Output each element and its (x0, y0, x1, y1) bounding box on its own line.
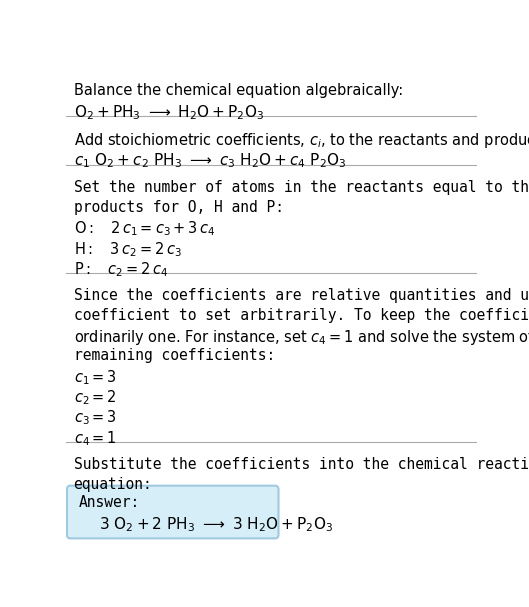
Text: $\mathrm{O_2 + PH_3 \ \longrightarrow \ H_2O + P_2O_3}$: $\mathrm{O_2 + PH_3 \ \longrightarrow \ … (74, 103, 263, 122)
Text: equation:: equation: (74, 477, 152, 492)
Text: $\mathrm{H{:}}\quad 3\,c_2 = 2\,c_3$: $\mathrm{H{:}}\quad 3\,c_2 = 2\,c_3$ (74, 240, 181, 259)
Text: coefficient to set arbitrarily. To keep the coefficients small, the arbitrary va: coefficient to set arbitrarily. To keep … (74, 308, 529, 323)
Text: Add stoichiometric coefficients, $c_i$, to the reactants and products:: Add stoichiometric coefficients, $c_i$, … (74, 131, 529, 151)
Text: $\mathrm{P{:}}\quad c_2 = 2\,c_4$: $\mathrm{P{:}}\quad c_2 = 2\,c_4$ (74, 260, 168, 279)
Text: $c_3 = 3$: $c_3 = 3$ (74, 409, 116, 427)
Text: Substitute the coefficients into the chemical reaction to obtain the balanced: Substitute the coefficients into the che… (74, 457, 529, 472)
Text: Answer:: Answer: (78, 495, 140, 510)
Text: Since the coefficients are relative quantities and underdetermined, choose a: Since the coefficients are relative quan… (74, 288, 529, 303)
Text: $c_1 = 3$: $c_1 = 3$ (74, 368, 116, 387)
Text: $c_4 = 1$: $c_4 = 1$ (74, 429, 116, 447)
Text: products for O, H and P:: products for O, H and P: (74, 200, 284, 215)
Text: ordinarily one. For instance, set $c_4 = 1$ and solve the system of equations fo: ordinarily one. For instance, set $c_4 =… (74, 328, 529, 347)
Text: remaining coefficients:: remaining coefficients: (74, 348, 275, 364)
Text: $c_2 = 2$: $c_2 = 2$ (74, 388, 116, 407)
Text: $3\ \mathrm{O_2} + 2\ \mathrm{PH_3}\ \longrightarrow\ 3\ \mathrm{H_2O} + \mathrm: $3\ \mathrm{O_2} + 2\ \mathrm{PH_3}\ \lo… (99, 515, 333, 534)
Text: $\mathrm{O{:}}\quad 2\,c_1 = c_3 + 3\,c_4$: $\mathrm{O{:}}\quad 2\,c_1 = c_3 + 3\,c_… (74, 220, 215, 239)
Text: Balance the chemical equation algebraically:: Balance the chemical equation algebraica… (74, 83, 403, 98)
Text: Set the number of atoms in the reactants equal to the number of atoms in the: Set the number of atoms in the reactants… (74, 180, 529, 195)
FancyBboxPatch shape (67, 486, 278, 538)
Text: $c_1\ \mathrm{O_2} + c_2\ \mathrm{PH_3}\ \longrightarrow\ c_3\ \mathrm{H_2O} + c: $c_1\ \mathrm{O_2} + c_2\ \mathrm{PH_3}\… (74, 152, 346, 170)
